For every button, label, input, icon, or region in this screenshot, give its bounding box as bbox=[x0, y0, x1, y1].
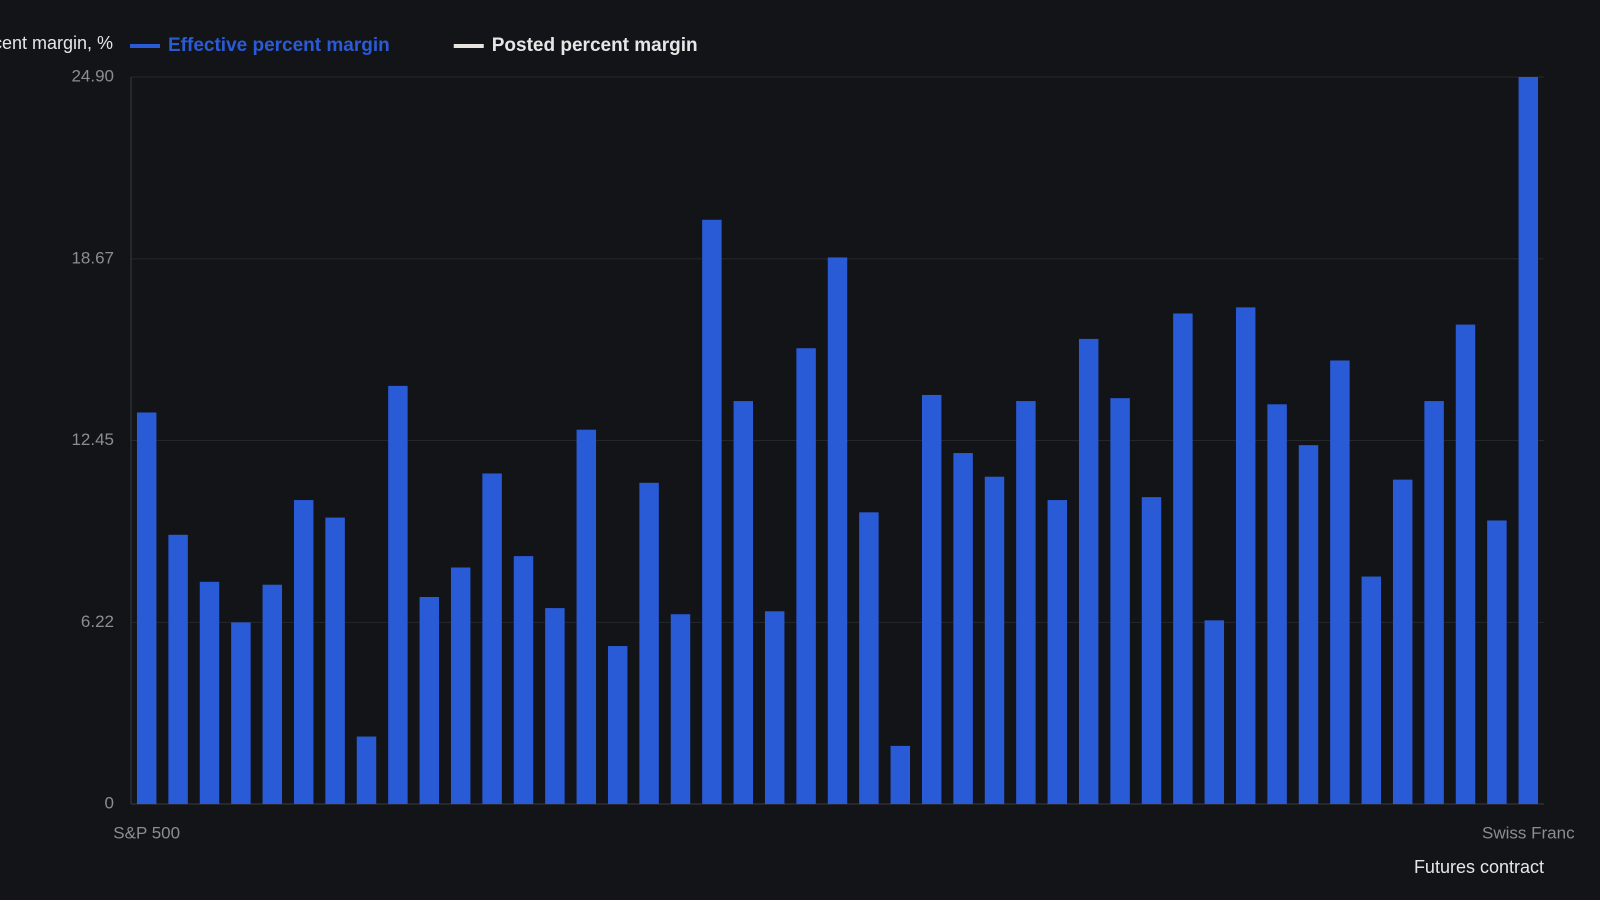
bar bbox=[419, 596, 440, 804]
bar bbox=[231, 622, 251, 804]
bar bbox=[1424, 401, 1444, 804]
bar bbox=[702, 219, 722, 805]
bar bbox=[136, 412, 157, 804]
bar bbox=[1204, 620, 1225, 804]
y-tick-label: 0 bbox=[105, 793, 114, 812]
bar bbox=[1267, 404, 1287, 804]
bar bbox=[1173, 313, 1193, 804]
bar bbox=[293, 500, 314, 804]
x-tick-label: S&P 500 bbox=[113, 823, 180, 842]
bar bbox=[356, 736, 377, 804]
bar bbox=[733, 401, 754, 804]
bar bbox=[1110, 398, 1130, 804]
bar bbox=[1392, 479, 1413, 804]
bar bbox=[764, 611, 785, 804]
bar bbox=[1487, 520, 1507, 804]
bar bbox=[1330, 360, 1350, 804]
legend-label: Posted percent margin bbox=[492, 35, 698, 56]
bar bbox=[1518, 77, 1539, 804]
bar bbox=[1361, 576, 1382, 804]
bar bbox=[168, 534, 188, 804]
bar bbox=[1455, 324, 1476, 804]
bar bbox=[513, 556, 534, 804]
bar bbox=[450, 567, 471, 804]
bar bbox=[859, 512, 879, 804]
legend-label: Effective percent margin bbox=[168, 35, 390, 56]
y-tick-label: 6.22 bbox=[81, 612, 114, 631]
bar bbox=[796, 348, 816, 804]
bar bbox=[482, 473, 502, 804]
x-axis-title: Futures contract bbox=[1414, 857, 1544, 877]
y-tick-label: 12.45 bbox=[71, 430, 114, 449]
bar bbox=[262, 584, 283, 804]
bar bbox=[1298, 445, 1319, 804]
y-tick-label: 18.67 bbox=[71, 248, 114, 267]
y-tick-label: 24.90 bbox=[71, 66, 114, 85]
bar bbox=[1047, 500, 1068, 804]
bar bbox=[1016, 401, 1036, 804]
bar bbox=[921, 394, 942, 804]
bar bbox=[890, 745, 911, 804]
bar bbox=[1078, 338, 1099, 804]
bar bbox=[607, 646, 628, 804]
x-tick-label: Swiss Franc bbox=[1482, 823, 1575, 842]
y-axis-title: Percent margin, % bbox=[0, 33, 113, 53]
bar bbox=[325, 517, 345, 804]
bar bbox=[984, 476, 1005, 804]
bar bbox=[953, 453, 973, 804]
bar bbox=[639, 482, 659, 804]
bar bbox=[545, 608, 565, 804]
bar bbox=[670, 614, 691, 804]
bar bbox=[827, 257, 848, 804]
bar bbox=[1235, 307, 1256, 804]
bar bbox=[1141, 497, 1162, 804]
bar bbox=[388, 385, 408, 804]
bar bbox=[199, 581, 220, 804]
bar bbox=[576, 429, 597, 804]
